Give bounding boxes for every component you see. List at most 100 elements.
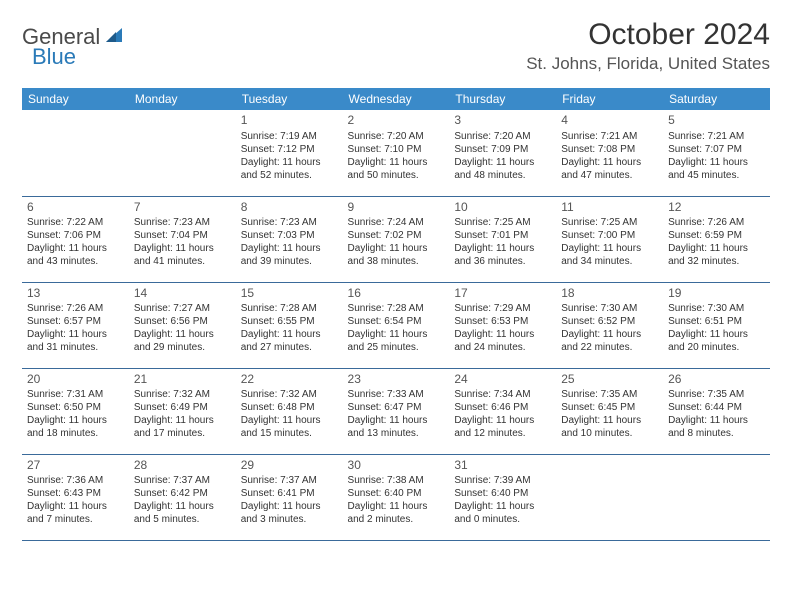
sunrise-text: Sunrise: 7:32 AM	[241, 388, 338, 401]
calendar-day: 19Sunrise: 7:30 AMSunset: 6:51 PMDayligh…	[663, 282, 770, 368]
sunrise-text: Sunrise: 7:26 AM	[27, 302, 124, 315]
sunset-text: Sunset: 6:55 PM	[241, 315, 338, 328]
daylight-text: and 43 minutes.	[27, 255, 124, 268]
sunrise-text: Sunrise: 7:30 AM	[668, 302, 765, 315]
sunrise-text: Sunrise: 7:33 AM	[348, 388, 445, 401]
daylight-text: and 13 minutes.	[348, 427, 445, 440]
sunrise-text: Sunrise: 7:25 AM	[561, 216, 658, 229]
calendar-day: 13Sunrise: 7:26 AMSunset: 6:57 PMDayligh…	[22, 282, 129, 368]
day-number: 30	[348, 458, 445, 474]
day-header: Friday	[556, 88, 663, 110]
calendar-week: 20Sunrise: 7:31 AMSunset: 6:50 PMDayligh…	[22, 368, 770, 454]
daylight-text: Daylight: 11 hours	[561, 242, 658, 255]
day-number: 22	[241, 372, 338, 388]
calendar-day: 2Sunrise: 7:20 AMSunset: 7:10 PMDaylight…	[343, 110, 450, 196]
calendar-week: 1Sunrise: 7:19 AMSunset: 7:12 PMDaylight…	[22, 110, 770, 196]
daylight-text: and 47 minutes.	[561, 169, 658, 182]
calendar-day: 22Sunrise: 7:32 AMSunset: 6:48 PMDayligh…	[236, 368, 343, 454]
daylight-text: Daylight: 11 hours	[134, 414, 231, 427]
sunset-text: Sunset: 6:42 PM	[134, 487, 231, 500]
sunset-text: Sunset: 7:07 PM	[668, 143, 765, 156]
daylight-text: Daylight: 11 hours	[348, 414, 445, 427]
day-number: 7	[134, 200, 231, 216]
sunrise-text: Sunrise: 7:19 AM	[241, 130, 338, 143]
day-header: Sunday	[22, 88, 129, 110]
sunrise-text: Sunrise: 7:27 AM	[134, 302, 231, 315]
sunset-text: Sunset: 6:56 PM	[134, 315, 231, 328]
calendar-empty	[556, 454, 663, 540]
calendar-day: 26Sunrise: 7:35 AMSunset: 6:44 PMDayligh…	[663, 368, 770, 454]
calendar-week: 13Sunrise: 7:26 AMSunset: 6:57 PMDayligh…	[22, 282, 770, 368]
daylight-text: Daylight: 11 hours	[454, 328, 551, 341]
sunset-text: Sunset: 7:01 PM	[454, 229, 551, 242]
day-number: 4	[561, 113, 658, 129]
sunset-text: Sunset: 6:47 PM	[348, 401, 445, 414]
day-number: 2	[348, 113, 445, 129]
day-number: 9	[348, 200, 445, 216]
calendar-day: 16Sunrise: 7:28 AMSunset: 6:54 PMDayligh…	[343, 282, 450, 368]
daylight-text: and 17 minutes.	[134, 427, 231, 440]
calendar-day: 23Sunrise: 7:33 AMSunset: 6:47 PMDayligh…	[343, 368, 450, 454]
daylight-text: and 7 minutes.	[27, 513, 124, 526]
sunset-text: Sunset: 7:00 PM	[561, 229, 658, 242]
daylight-text: Daylight: 11 hours	[348, 242, 445, 255]
sunrise-text: Sunrise: 7:21 AM	[561, 130, 658, 143]
daylight-text: and 12 minutes.	[454, 427, 551, 440]
sunrise-text: Sunrise: 7:23 AM	[241, 216, 338, 229]
day-number: 20	[27, 372, 124, 388]
calendar-week: 27Sunrise: 7:36 AMSunset: 6:43 PMDayligh…	[22, 454, 770, 540]
day-number: 6	[27, 200, 124, 216]
day-number: 21	[134, 372, 231, 388]
day-number: 26	[668, 372, 765, 388]
day-number: 27	[27, 458, 124, 474]
daylight-text: and 18 minutes.	[27, 427, 124, 440]
sunrise-text: Sunrise: 7:26 AM	[668, 216, 765, 229]
daylight-text: and 39 minutes.	[241, 255, 338, 268]
day-number: 19	[668, 286, 765, 302]
daylight-text: and 50 minutes.	[348, 169, 445, 182]
sunset-text: Sunset: 6:40 PM	[454, 487, 551, 500]
calendar-day: 6Sunrise: 7:22 AMSunset: 7:06 PMDaylight…	[22, 196, 129, 282]
sunrise-text: Sunrise: 7:37 AM	[241, 474, 338, 487]
calendar-day: 5Sunrise: 7:21 AMSunset: 7:07 PMDaylight…	[663, 110, 770, 196]
day-number: 16	[348, 286, 445, 302]
sunrise-text: Sunrise: 7:36 AM	[27, 474, 124, 487]
day-number: 18	[561, 286, 658, 302]
calendar-day: 8Sunrise: 7:23 AMSunset: 7:03 PMDaylight…	[236, 196, 343, 282]
calendar-day: 24Sunrise: 7:34 AMSunset: 6:46 PMDayligh…	[449, 368, 556, 454]
sunset-text: Sunset: 6:40 PM	[348, 487, 445, 500]
daylight-text: Daylight: 11 hours	[348, 500, 445, 513]
calendar-day: 12Sunrise: 7:26 AMSunset: 6:59 PMDayligh…	[663, 196, 770, 282]
daylight-text: and 45 minutes.	[668, 169, 765, 182]
day-number: 24	[454, 372, 551, 388]
daylight-text: and 24 minutes.	[454, 341, 551, 354]
day-number: 25	[561, 372, 658, 388]
sunset-text: Sunset: 7:03 PM	[241, 229, 338, 242]
sail-icon	[104, 26, 124, 49]
day-number: 14	[134, 286, 231, 302]
daylight-text: and 20 minutes.	[668, 341, 765, 354]
calendar-day: 29Sunrise: 7:37 AMSunset: 6:41 PMDayligh…	[236, 454, 343, 540]
daylight-text: and 48 minutes.	[454, 169, 551, 182]
calendar-day: 21Sunrise: 7:32 AMSunset: 6:49 PMDayligh…	[129, 368, 236, 454]
daylight-text: Daylight: 11 hours	[454, 242, 551, 255]
calendar-day: 10Sunrise: 7:25 AMSunset: 7:01 PMDayligh…	[449, 196, 556, 282]
daylight-text: Daylight: 11 hours	[241, 156, 338, 169]
sunset-text: Sunset: 6:50 PM	[27, 401, 124, 414]
daylight-text: Daylight: 11 hours	[454, 156, 551, 169]
daylight-text: Daylight: 11 hours	[454, 500, 551, 513]
daylight-text: Daylight: 11 hours	[27, 242, 124, 255]
sunset-text: Sunset: 7:08 PM	[561, 143, 658, 156]
calendar-empty	[129, 110, 236, 196]
daylight-text: Daylight: 11 hours	[241, 500, 338, 513]
daylight-text: and 10 minutes.	[561, 427, 658, 440]
month-title: October 2024	[526, 18, 770, 52]
day-number: 31	[454, 458, 551, 474]
sunrise-text: Sunrise: 7:30 AM	[561, 302, 658, 315]
sunset-text: Sunset: 6:49 PM	[134, 401, 231, 414]
daylight-text: and 2 minutes.	[348, 513, 445, 526]
sunrise-text: Sunrise: 7:34 AM	[454, 388, 551, 401]
daylight-text: and 34 minutes.	[561, 255, 658, 268]
day-number: 8	[241, 200, 338, 216]
day-number: 23	[348, 372, 445, 388]
